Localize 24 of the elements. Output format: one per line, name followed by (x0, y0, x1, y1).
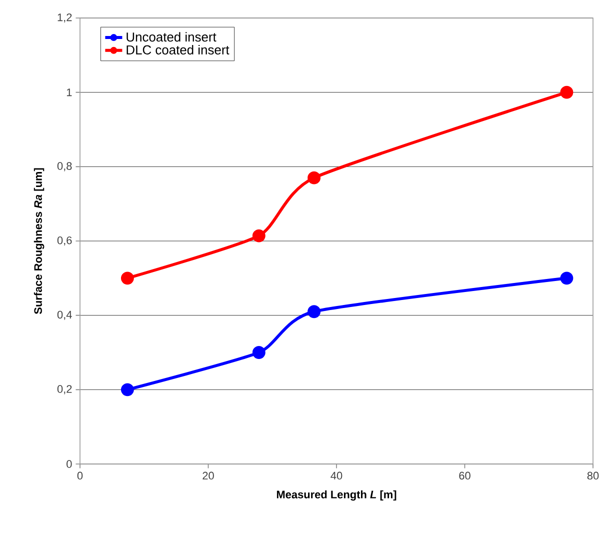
x-tick-label: 20 (202, 472, 214, 480)
y-tick-label: 0,6 (57, 236, 72, 246)
y-tick-label: 1 (66, 88, 72, 96)
point (120, 383, 134, 396)
legend-label: Uncoated insert (126, 32, 216, 42)
point (252, 229, 266, 242)
y-axis-title: Surface Roughness Ra [um] (34, 168, 44, 314)
y-tick-label: 0 (66, 460, 72, 468)
point (560, 86, 574, 99)
y-tick-label: 0,2 (57, 385, 72, 394)
x-tick-label: 60 (459, 472, 470, 480)
point (560, 272, 574, 285)
legend-label: DLC coated insert (126, 44, 230, 54)
y-tick-label: 0,4 (57, 310, 72, 320)
point (120, 272, 134, 285)
y-tick-label: 0,8 (57, 162, 72, 172)
x-axis-title: Measured Length L [m] (276, 490, 396, 501)
point (252, 346, 266, 359)
x-tick-label: 0 (77, 472, 83, 480)
x-tick-label: 80 (587, 472, 599, 480)
point (308, 305, 321, 318)
point (308, 171, 321, 184)
y-tick-label: 1,2 (58, 13, 72, 23)
x-tick-label: 40 (330, 472, 342, 480)
